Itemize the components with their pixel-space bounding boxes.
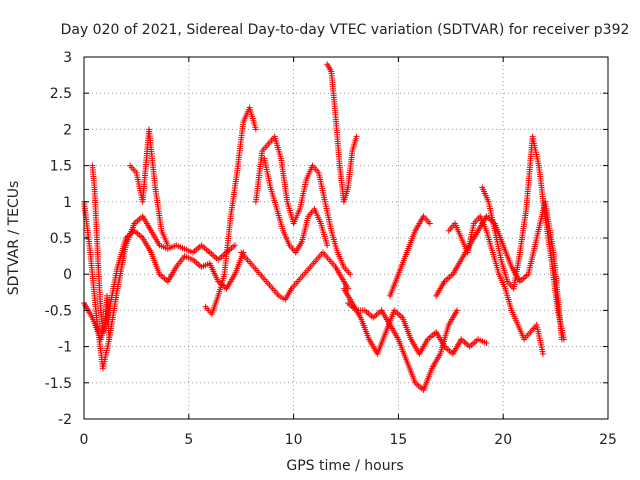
data-point (324, 242, 331, 249)
y-tick-label: -1 (58, 340, 72, 356)
data-point (231, 242, 238, 249)
grid (84, 57, 608, 419)
y-tick-label: 1.5 (50, 159, 72, 175)
series-track-9 (324, 61, 360, 205)
data-point (347, 271, 354, 278)
y-tick-label: 3 (63, 50, 72, 66)
series-track-4 (127, 126, 171, 249)
data-point (454, 307, 461, 314)
y-tick-label: -2 (58, 412, 72, 428)
series-track-6 (252, 133, 354, 278)
data-point (483, 339, 490, 346)
data-points (81, 61, 567, 394)
data-point (540, 350, 547, 357)
series-track-5 (202, 104, 259, 318)
data-point (252, 126, 259, 133)
x-tick-label: 25 (599, 432, 617, 448)
x-tick-label: 0 (80, 432, 89, 448)
data-point (560, 336, 567, 343)
y-tick-label: 2 (63, 122, 72, 138)
series-track-10 (340, 285, 490, 357)
data-point (353, 133, 360, 140)
chart-title: Day 020 of 2021, Sidereal Day-to-day VTE… (61, 22, 630, 38)
x-tick-label: 5 (184, 432, 193, 448)
y-tick-label: 0 (63, 267, 72, 283)
y-axis-title: SDTVAR / TECUs (6, 181, 22, 296)
x-tick-label: 20 (494, 432, 512, 448)
data-point (426, 220, 433, 227)
x-axis-title: GPS time / hours (286, 458, 403, 474)
x-tick-label: 15 (389, 432, 407, 448)
plot-frame (83, 56, 609, 420)
series-track-8 (261, 155, 331, 256)
y-tick-label: 1 (63, 195, 72, 211)
series-track-3 (89, 162, 113, 343)
y-tick-label: -1.5 (45, 376, 72, 392)
series-track-15 (479, 133, 567, 343)
series-track-7 (238, 249, 352, 303)
y-tick-label: -0.5 (45, 303, 72, 319)
series-track-11 (345, 300, 461, 394)
tick-marks (83, 56, 609, 420)
series-track-14 (445, 213, 547, 357)
series-track-12 (387, 213, 433, 299)
tick-labels: 0 5 10 15 20 25 -2 -1.5 -1 -0.5 0 0.5 1 1.5 2 2.5 3 (45, 50, 617, 448)
y-tick-label: 2.5 (50, 86, 72, 102)
x-tick-label: 10 (285, 432, 303, 448)
data-point (164, 242, 171, 249)
y-tick-label: 0.5 (50, 231, 72, 247)
data-point (106, 336, 113, 343)
